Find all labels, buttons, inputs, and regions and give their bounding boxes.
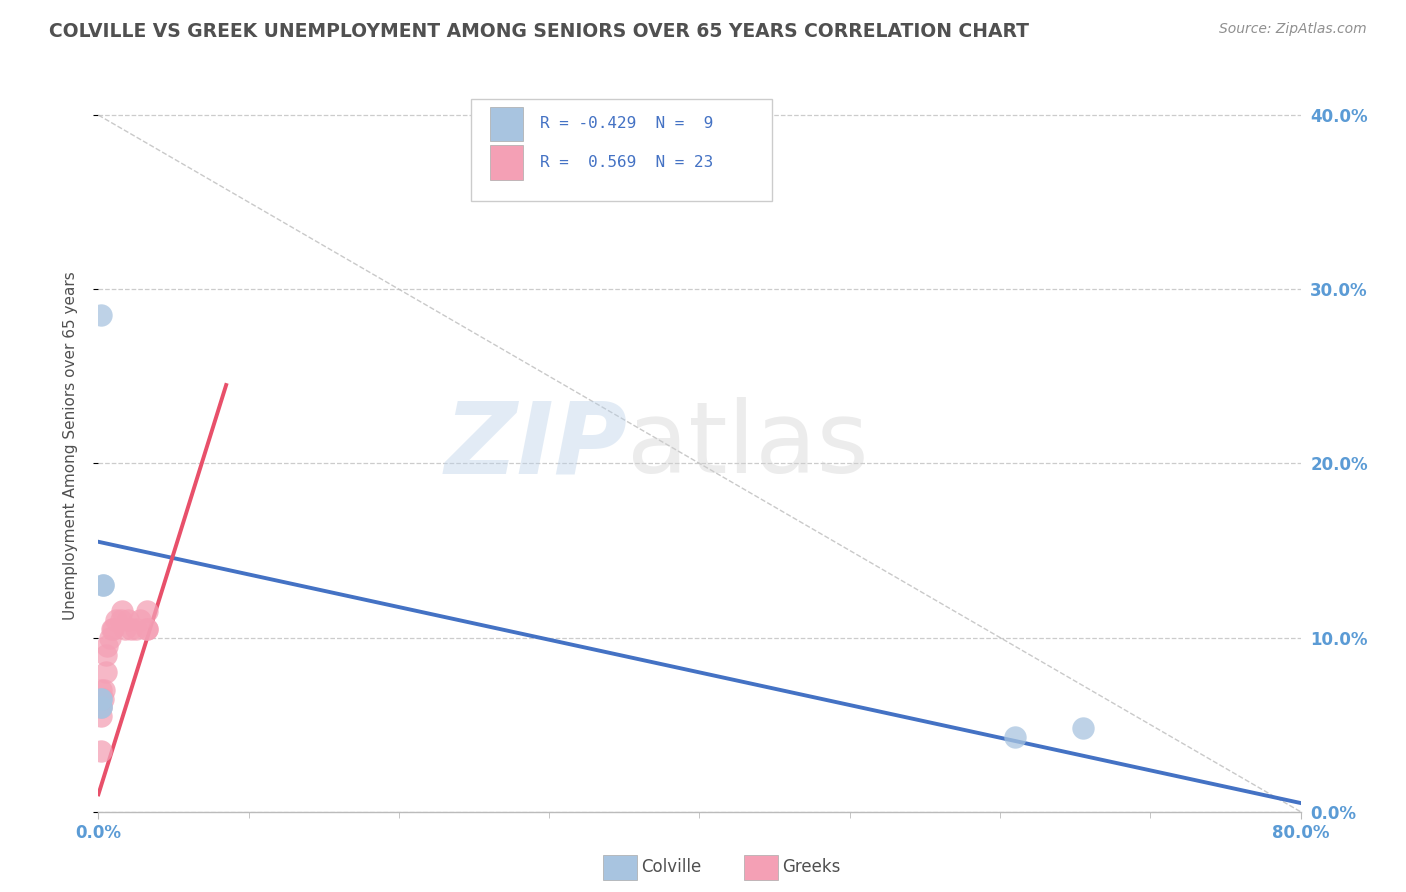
Point (105, 613, 128, 627)
Text: atlas: atlas (627, 398, 869, 494)
Point (1004, 730, 1026, 744)
Point (91, 578, 114, 592)
Point (114, 622, 136, 636)
Text: COLVILLE VS GREEK UNEMPLOYMENT AMONG SENIORS OVER 65 YEARS CORRELATION CHART: COLVILLE VS GREEK UNEMPLOYMENT AMONG SEN… (49, 22, 1029, 41)
Point (135, 622, 157, 636)
Point (90, 700, 112, 714)
Point (94, 665, 117, 680)
Point (135, 604, 157, 618)
Point (91, 691, 114, 706)
Point (90, 709, 112, 723)
Point (90, 309, 112, 323)
FancyBboxPatch shape (491, 107, 523, 141)
Point (90, 700, 112, 714)
Point (90, 691, 112, 706)
Point (90, 744, 112, 758)
Point (90, 682, 112, 697)
Y-axis label: Unemployment Among Seniors over 65 years: Unemployment Among Seniors over 65 years (63, 272, 77, 620)
Point (90, 700, 112, 714)
Point (90, 691, 112, 706)
Text: R = -0.429  N =  9: R = -0.429 N = 9 (540, 116, 713, 131)
Point (100, 631, 122, 645)
Point (103, 622, 125, 636)
Point (1071, 721, 1094, 735)
FancyBboxPatch shape (491, 145, 523, 180)
Point (135, 622, 157, 636)
Point (94, 648, 117, 662)
Point (129, 613, 152, 627)
Point (93, 682, 115, 697)
Point (91, 578, 114, 592)
Point (117, 613, 139, 627)
Point (121, 622, 143, 636)
Point (101, 622, 124, 636)
Point (96, 640, 118, 654)
Point (111, 604, 134, 618)
Text: R =  0.569  N = 23: R = 0.569 N = 23 (540, 155, 713, 170)
Text: Source: ZipAtlas.com: Source: ZipAtlas.com (1219, 22, 1367, 37)
Text: ZIP: ZIP (444, 398, 627, 494)
Point (125, 622, 148, 636)
FancyBboxPatch shape (471, 99, 772, 201)
Text: Colville: Colville (641, 858, 702, 876)
Point (110, 613, 132, 627)
Text: Greeks: Greeks (782, 858, 841, 876)
